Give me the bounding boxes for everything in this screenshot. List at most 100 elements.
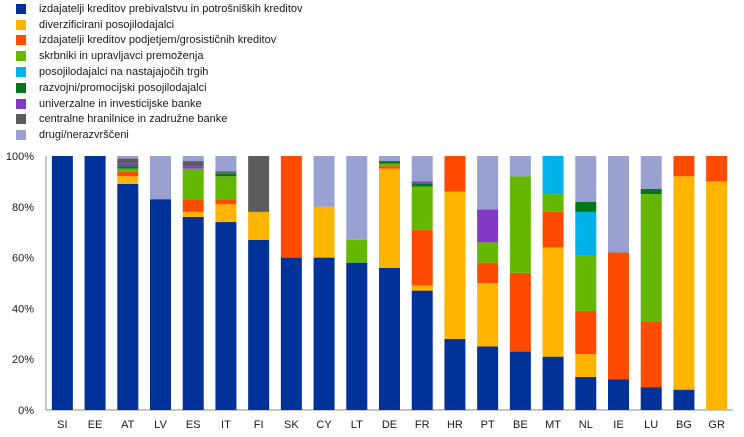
bar-segment (379, 267, 400, 410)
legend-swatch (16, 19, 26, 30)
y-tick-label: 60% (12, 253, 34, 265)
bar-segment (608, 156, 629, 253)
bar-segment (509, 351, 531, 410)
bar-segment (182, 211, 204, 217)
bar-segment (509, 176, 531, 273)
bar-segment (215, 222, 237, 410)
legend-item: centralne hranilnice in zadružne banke (16, 112, 303, 128)
x-tick-label: BG (676, 419, 692, 431)
bar-segment (477, 262, 499, 283)
legend-label: izdajatelji kreditov podjetjem/grosistič… (39, 34, 277, 47)
bar-segment (117, 163, 139, 167)
legend-item: razvojni/promocijski posojilodajalci (16, 80, 303, 96)
bar-segment (706, 181, 728, 410)
bar-segment (51, 156, 73, 410)
x-tick-label: HR (447, 419, 463, 431)
x-tick-label: NL (579, 419, 593, 431)
x-tick-label: SI (57, 419, 67, 431)
bar-segment (248, 156, 270, 212)
bar-segment (346, 239, 368, 263)
x-tick-label: IT (221, 419, 231, 431)
bar-segment (542, 211, 564, 248)
bar-segment (248, 211, 270, 240)
bar-segment (117, 166, 139, 169)
bar-segment (411, 183, 433, 187)
bar-segment (182, 161, 204, 167)
bar-segment (182, 168, 204, 200)
bar-segment (117, 158, 139, 164)
legend-swatch (16, 35, 26, 46)
bar-segment (379, 168, 400, 268)
x-tick-label: LV (154, 419, 167, 431)
bar-segment (182, 216, 204, 410)
x-tick-label: IE (613, 419, 623, 431)
bar-segment (215, 199, 237, 205)
bar-segment (640, 156, 662, 190)
bar-segment (542, 156, 564, 195)
bar-segment (608, 379, 629, 410)
legend-label: drugi/nerazvrščeni (39, 129, 129, 142)
y-tick-label: 0% (18, 405, 34, 417)
bar-segment (411, 186, 433, 230)
bar-segment (477, 156, 499, 210)
bar-segment (575, 354, 597, 377)
bar-segment (477, 209, 499, 243)
bar-segment (411, 156, 433, 182)
bar-segment (575, 255, 597, 311)
bar-segment (411, 285, 433, 291)
bar-segment (182, 199, 204, 212)
x-tick-label: SK (284, 419, 299, 431)
bar-segment (542, 194, 564, 212)
bar-segment (215, 204, 237, 223)
y-tick-label: 20% (12, 354, 34, 366)
bar-segment (640, 321, 662, 388)
legend-swatch (16, 3, 26, 14)
legend: izdajatelji kreditov prebivalstvu in pot… (16, 1, 303, 143)
bar-segment (673, 389, 695, 410)
legend-swatch (16, 67, 26, 78)
bar-segment (411, 229, 433, 286)
bar-segment (150, 199, 171, 410)
bar-segment (640, 189, 662, 195)
y-tick-label: 40% (12, 303, 34, 315)
legend-label: razvojni/promocijski posojilodajalci (39, 81, 207, 94)
bar-segment (477, 346, 499, 410)
legend-item: posojilodajalci na nastajajočih trgih (16, 64, 303, 80)
bar-segment (117, 183, 139, 410)
bar-segment (346, 262, 368, 410)
bar-segment (509, 156, 531, 177)
bar-segment (509, 272, 531, 352)
x-tick-label: FI (254, 419, 264, 431)
x-tick-label: EE (88, 419, 103, 431)
bar-segment (117, 156, 139, 159)
bar-segment (411, 290, 433, 410)
x-tick-label: GR (708, 419, 725, 431)
bar-segment (117, 171, 139, 177)
legend-item: izdajatelji kreditov prebivalstvu in pot… (16, 1, 303, 17)
legend-item: univerzalne in investicijske banke (16, 96, 303, 112)
legend-label: diverzificirani posojilodajalci (39, 18, 175, 31)
x-tick-label: MT (545, 419, 561, 431)
bar-segment (84, 156, 106, 410)
x-tick-label: ES (186, 419, 201, 431)
bar-segment (575, 156, 597, 202)
bar-segment (215, 171, 237, 174)
legend-label: posojilodajalci na nastajajočih trgih (39, 66, 209, 79)
bar-segment (575, 211, 597, 256)
bar-segment (575, 201, 597, 212)
legend-label: univerzalne in investicijske banke (39, 97, 202, 110)
bar-segment (346, 156, 368, 240)
legend-label: skrbniki in upravljavci premoženja (39, 50, 204, 63)
bar-segment (706, 156, 728, 182)
bar-segment (444, 156, 466, 192)
bar-segment (215, 173, 237, 177)
x-tick-label: DE (382, 419, 397, 431)
legend-swatch (16, 98, 26, 109)
bar-segment (379, 161, 400, 164)
bar-segment (542, 247, 564, 357)
bar-segment (379, 166, 400, 169)
legend-item: izdajatelji kreditov podjetjem/grosistič… (16, 33, 303, 49)
legend-label: centralne hranilnice in zadružne banke (39, 113, 228, 126)
bar-segment (379, 156, 400, 162)
